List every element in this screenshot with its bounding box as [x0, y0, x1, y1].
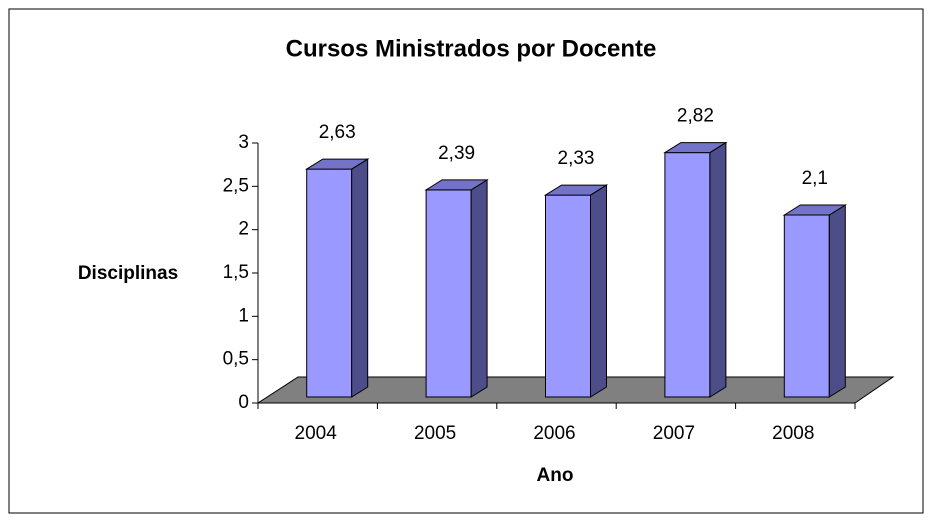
value-label: 2,39 [438, 143, 475, 164]
value-label: 2,1 [802, 168, 828, 189]
y-tick-label: 2,5 [223, 175, 249, 196]
x-tick-label: 2004 [295, 423, 338, 444]
y-axis-title: Disciplinas [78, 263, 178, 284]
y-tick-label: 2 [238, 219, 249, 240]
bar-top [304, 158, 370, 170]
bar-side [351, 158, 369, 398]
bar-top [782, 204, 848, 216]
x-tick-label: 2006 [533, 423, 575, 444]
y-tick-label: 1,5 [223, 262, 249, 283]
bar [425, 189, 472, 398]
bar-side [709, 141, 727, 398]
value-label: 2,63 [319, 122, 356, 143]
y-tick-label: 0,5 [223, 349, 249, 370]
bar-side [590, 184, 607, 398]
bar-side [828, 204, 846, 398]
y-tick-label: 0 [238, 392, 249, 413]
bar-top [424, 179, 489, 191]
x-tick-label: 2005 [414, 423, 456, 444]
bar [545, 194, 591, 398]
value-label: 2,33 [558, 148, 595, 169]
bar [783, 214, 830, 398]
value-label: 2,82 [677, 106, 714, 127]
x-tick-label: 2007 [653, 423, 695, 444]
chart-title: Cursos Ministrados por Docente [286, 35, 657, 62]
bar [664, 152, 711, 398]
bar-top [663, 142, 728, 154]
x-axis-title: Ano [537, 465, 574, 486]
bar-top [543, 184, 609, 196]
x-tick-label: 2008 [772, 423, 814, 444]
bar [306, 168, 353, 398]
bar-side [470, 178, 488, 398]
y-tick-label: 3 [238, 132, 249, 153]
y-tick-label: 1 [238, 305, 249, 326]
